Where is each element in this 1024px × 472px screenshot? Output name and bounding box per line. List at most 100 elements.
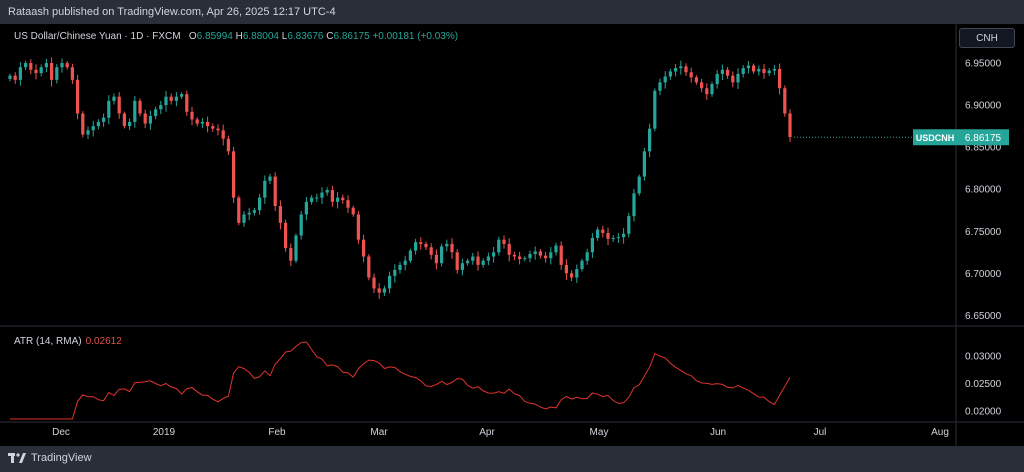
candle-body [471, 256, 475, 261]
candle [642, 147, 647, 181]
candle-body [725, 69, 730, 76]
candle-body [39, 67, 43, 74]
candle [663, 71, 667, 89]
candle [705, 83, 709, 100]
candle-body [107, 100, 111, 118]
candle-body [377, 288, 381, 293]
candle [523, 256, 527, 262]
candle [356, 210, 361, 244]
candle-body [481, 260, 485, 265]
open-value: 6.85994 [196, 31, 233, 42]
candle-body [382, 288, 387, 293]
candle [575, 264, 579, 283]
candle [127, 118, 132, 131]
candle-body [309, 197, 314, 202]
candle [320, 187, 324, 204]
candle [616, 232, 621, 243]
candle [39, 64, 43, 77]
candle [549, 246, 553, 265]
atr-tick-label: 0.02500 [965, 379, 1002, 390]
candle-body [601, 229, 605, 233]
candle-body [44, 63, 49, 68]
close-label: C [326, 31, 334, 42]
price-tag-value: 6.86175 [965, 133, 1002, 144]
candle [601, 225, 605, 238]
candle [528, 250, 532, 263]
candle-body [663, 76, 667, 83]
open-label: O [188, 31, 197, 42]
candle-body [247, 212, 251, 215]
candle-body [289, 248, 293, 261]
candle-body [351, 207, 355, 215]
price-tick-label: 6.70000 [965, 269, 1002, 280]
candle-body [133, 100, 137, 122]
candle-body [13, 75, 17, 80]
candle-body [96, 121, 101, 127]
time-tick-label: Aug [931, 427, 949, 438]
candle [268, 173, 272, 185]
candle-body [517, 256, 522, 260]
candle-body [304, 201, 309, 215]
candle [101, 113, 106, 127]
candle [637, 174, 641, 196]
candle-body [283, 222, 288, 249]
candle-body [549, 252, 553, 259]
candle-body [455, 252, 459, 270]
candle-body [86, 130, 90, 135]
candle-body [767, 70, 771, 74]
candle-body [533, 251, 537, 254]
candle-body [273, 176, 277, 207]
candle-body [720, 69, 725, 74]
time-tick-label: 2019 [153, 427, 176, 438]
candle-body [190, 111, 194, 120]
candle-body [512, 254, 517, 257]
candle-body [507, 243, 511, 255]
candle [585, 248, 589, 265]
candle-body [668, 71, 673, 77]
candle [278, 200, 283, 230]
candle [450, 238, 454, 259]
candle [746, 60, 751, 74]
candle [23, 60, 28, 71]
candle [653, 88, 657, 132]
candle [679, 60, 683, 75]
candle-body [653, 90, 657, 129]
candle [559, 241, 563, 270]
price-tag: USDCNH 6.86175 [913, 129, 1009, 146]
candle-body [689, 72, 693, 78]
candle-body [299, 214, 303, 236]
candle-body [684, 66, 688, 73]
chart-svg: 6.95000 6.90000 6.85000 6.80000 6.75000 6.700… [0, 24, 1024, 446]
candle-body [221, 130, 225, 139]
candle-body [367, 256, 371, 278]
currency-button[interactable]: CNH [959, 28, 1015, 48]
candle-body [23, 63, 28, 68]
candle [767, 68, 771, 76]
candle [517, 251, 522, 265]
price-tag-symbol-bg [913, 129, 957, 146]
candle-body [195, 119, 199, 124]
candle [75, 74, 80, 120]
candle [185, 90, 189, 116]
candle [569, 270, 574, 282]
candle [590, 233, 595, 259]
tradingview-brand[interactable]: TradingView [8, 452, 92, 464]
candle [341, 194, 345, 204]
candle [289, 243, 293, 267]
candle-body [439, 246, 444, 264]
candle [377, 283, 381, 299]
candle [720, 64, 725, 81]
candle-body [372, 277, 376, 289]
candles-layer [8, 57, 792, 299]
candle [419, 237, 423, 250]
candle [382, 285, 387, 296]
atr-legend: ATR (14, RMA) 0.02612 [14, 336, 122, 347]
candle [263, 175, 267, 204]
candle [398, 261, 402, 274]
candle [29, 59, 33, 75]
candle-body [34, 69, 38, 74]
candle-body [60, 63, 64, 68]
chart-panel[interactable]: 6.95000 6.90000 6.85000 6.80000 6.75000 6.700… [0, 24, 1024, 446]
candle [465, 258, 470, 266]
candle-body [398, 264, 402, 270]
